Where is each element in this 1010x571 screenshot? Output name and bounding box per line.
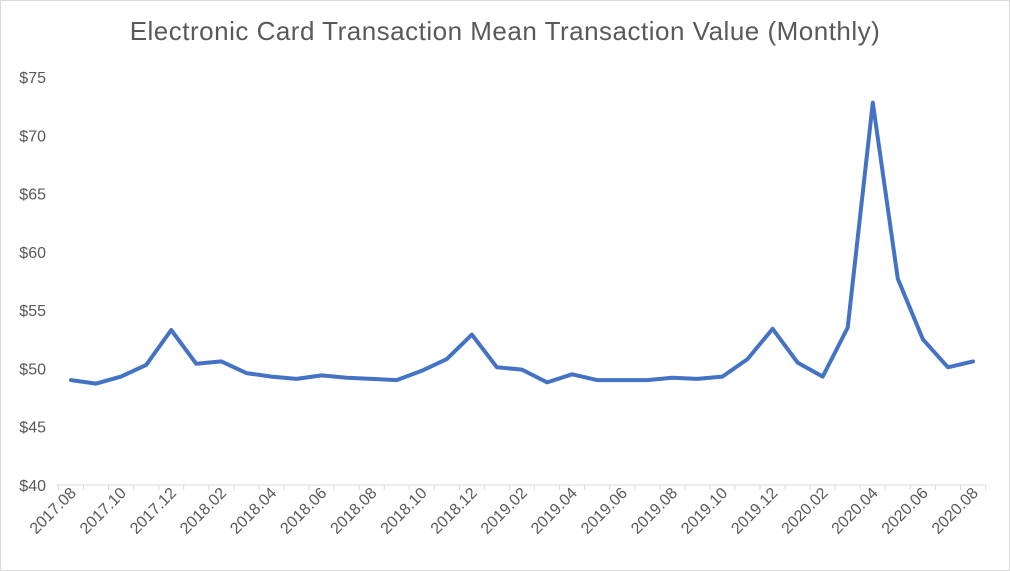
x-tick-label: 2020.08 — [929, 485, 982, 538]
x-tick-label: 2017.12 — [127, 485, 180, 538]
y-tick-label: $70 — [19, 128, 46, 145]
x-tick-label: 2018.10 — [378, 485, 431, 538]
x-tick-label: 2020.06 — [879, 485, 932, 538]
y-axis: $40 $45 $50 $55 $60 $65 $70 $75 — [19, 70, 46, 495]
y-tick-label: $75 — [19, 70, 46, 87]
x-tick-label: 2020.04 — [829, 485, 882, 538]
y-tick-label: $65 — [19, 187, 46, 204]
y-tick-label: $45 — [19, 420, 46, 437]
x-tick-label: 2019.12 — [728, 485, 781, 538]
x-tick-label: 2019.04 — [528, 485, 581, 538]
x-tick-label: 2019.06 — [578, 485, 631, 538]
x-tick-label: 2019.08 — [628, 485, 681, 538]
x-tick-label: 2018.02 — [177, 485, 230, 538]
x-axis: 2017.082017.102017.122018.022018.042018.… — [27, 485, 986, 538]
y-tick-label: $60 — [19, 245, 46, 262]
y-tick-label: $55 — [19, 303, 46, 320]
x-tick-label: 2020.02 — [779, 485, 832, 538]
series-layer — [69, 101, 975, 386]
x-tick-label: 2018.12 — [428, 485, 481, 538]
x-tick-label: 2018.08 — [328, 485, 381, 538]
x-tick-label: 2018.06 — [277, 485, 330, 538]
x-tick-label: 2018.04 — [227, 485, 280, 538]
series-line — [71, 103, 973, 384]
y-tick-label: $40 — [19, 478, 46, 495]
y-tick-label: $50 — [19, 361, 46, 378]
x-tick-label: 2017.10 — [77, 485, 130, 538]
x-tick-label: 2019.10 — [678, 485, 731, 538]
x-tick-label: 2019.02 — [478, 485, 531, 538]
